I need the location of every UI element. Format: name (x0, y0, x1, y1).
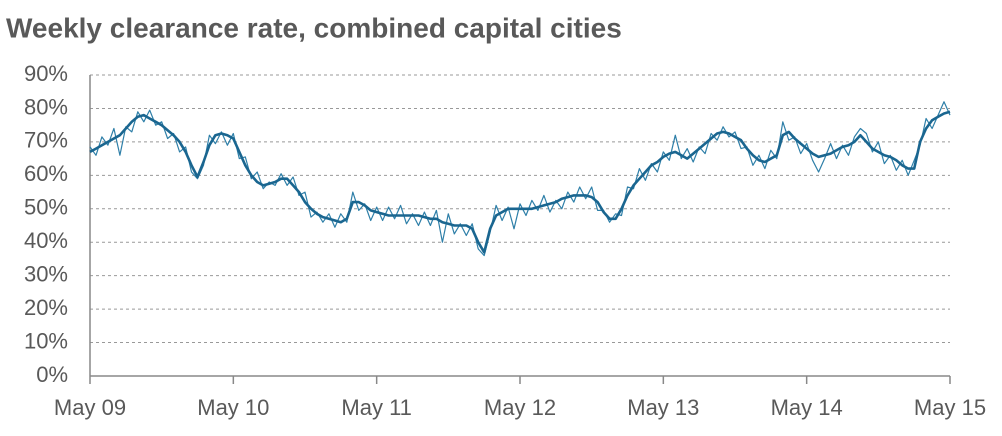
x-tick-label: May 13 (627, 395, 699, 420)
y-tick-label: 10% (24, 328, 68, 353)
x-tick-label: May 15 (914, 395, 986, 420)
series-line (89, 101, 951, 257)
chart-title: Weekly clearance rate, combined capital … (6, 12, 622, 43)
y-tick-label: 60% (24, 161, 68, 186)
y-tick-label: 30% (24, 261, 68, 286)
series-line (89, 110, 951, 254)
x-tick-label: May 10 (197, 395, 269, 420)
y-tick-label: 90% (24, 61, 68, 86)
y-tick-label: 20% (24, 295, 68, 320)
x-tick-label: May 09 (54, 395, 126, 420)
y-tick-label: 70% (24, 128, 68, 153)
y-tick-label: 0% (36, 362, 68, 387)
x-tick-label: May 14 (771, 395, 843, 420)
y-tick-label: 80% (24, 94, 68, 119)
y-tick-label: 50% (24, 195, 68, 220)
x-tick-label: May 11 (341, 395, 412, 420)
x-tick-label: May 12 (484, 395, 556, 420)
y-tick-label: 40% (24, 228, 68, 253)
